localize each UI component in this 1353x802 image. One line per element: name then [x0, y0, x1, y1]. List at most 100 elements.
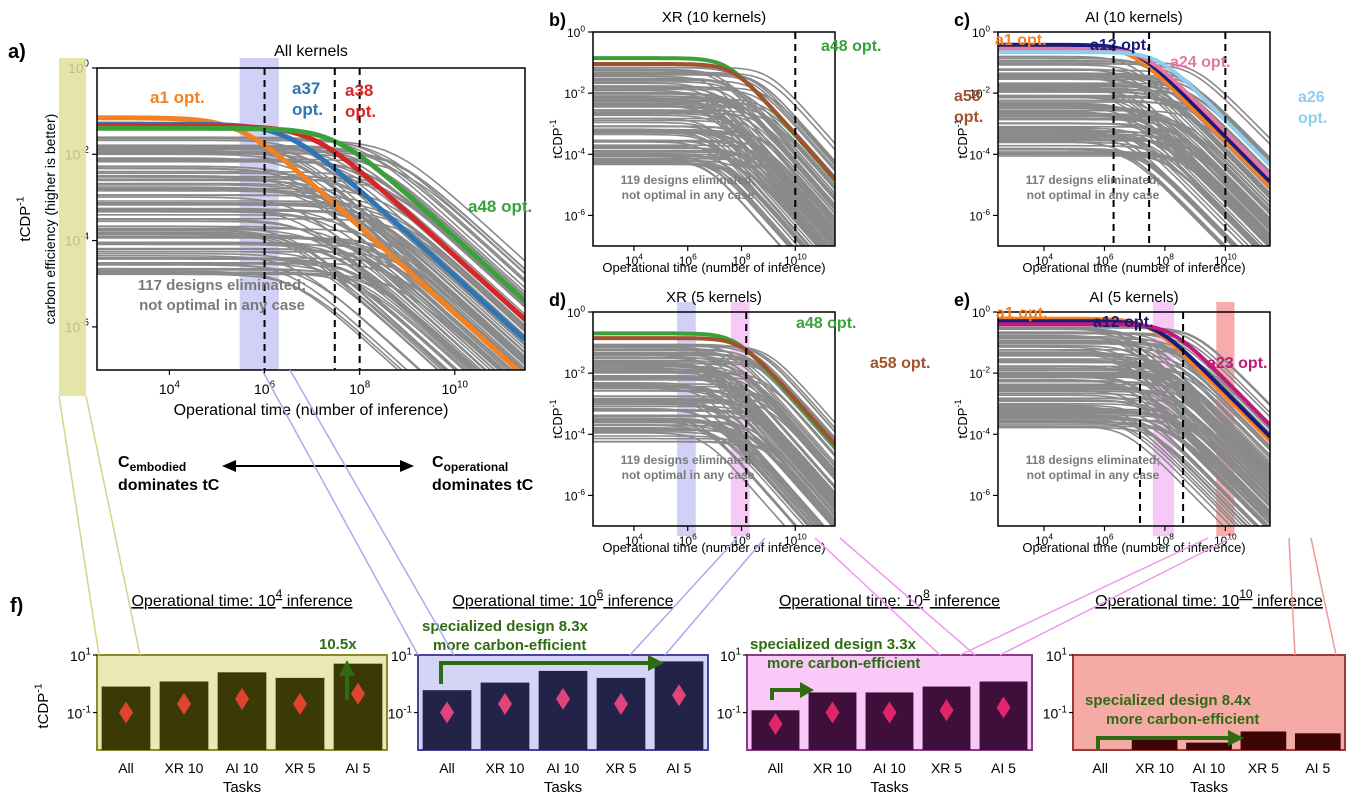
bar-ai5: [1294, 733, 1341, 750]
design-line: [97, 257, 447, 370]
panel-letter: b): [549, 10, 566, 30]
design-line: [97, 196, 488, 370]
design-line: [593, 78, 835, 198]
design-line: [593, 74, 835, 170]
y-tick-label: 100: [972, 24, 990, 40]
design-line: [593, 427, 806, 526]
design-curves: [593, 331, 835, 526]
panel-letter: a): [8, 41, 26, 63]
bar-ai5: [333, 663, 383, 750]
x-axis-label: Operational time (number of inference): [602, 260, 825, 275]
operational-label-line2: dominates tC: [432, 477, 534, 494]
category-label: AI 5: [346, 760, 371, 776]
design-line: [97, 186, 508, 370]
x-tick-label: 108: [732, 252, 750, 268]
design-line: [593, 405, 835, 502]
series-label: opt.: [1298, 110, 1327, 127]
y-tick-label: 10-4: [969, 426, 990, 442]
x-axis-label: Operational time (number of inference): [174, 402, 449, 419]
connector-line: [289, 369, 455, 656]
design-line: [593, 91, 835, 218]
y-tick-label: 10-6: [564, 207, 585, 223]
optimum-diamond: [235, 687, 249, 710]
series-label: a37: [292, 79, 320, 98]
y-tick-label: 101: [391, 647, 412, 664]
x-tick-label: 106: [679, 532, 697, 548]
y-tick-label: 10-6: [969, 487, 990, 503]
design-line: [97, 255, 421, 370]
series-label: a48 opt.: [821, 38, 881, 55]
y-tick-label: 100: [567, 304, 585, 320]
design-line: [998, 151, 1270, 243]
panel-title: All kernels: [274, 43, 348, 60]
design-line: [593, 361, 835, 510]
design-line: [97, 262, 409, 370]
series-line-a58opt: [593, 336, 835, 446]
design-line: [593, 403, 835, 526]
panel-letter: e): [954, 290, 970, 310]
arrow-head-right: [400, 460, 414, 472]
x-tick-label: 108: [1156, 252, 1174, 268]
design-line: [998, 409, 1270, 513]
improvement-label: more carbon-efficient: [1106, 711, 1259, 728]
improvement-label: more carbon-efficient: [433, 637, 586, 654]
category-label: XR 10: [165, 760, 204, 776]
y-tick-label: 10-1: [717, 704, 741, 721]
group-title: Operational time: 106 inference: [452, 587, 673, 610]
category-label: XR 10: [813, 760, 852, 776]
x-tick-label: 104: [159, 380, 181, 397]
design-line: [593, 92, 835, 207]
series-label: a38: [345, 81, 373, 100]
design-curves: [998, 316, 1270, 526]
panel-letter: d): [549, 290, 566, 310]
y-tick-label: 10-6: [564, 487, 585, 503]
operational-label: Coperational: [432, 454, 508, 474]
optimum-diamond: [768, 713, 783, 736]
design-line: [97, 250, 457, 370]
optimum-diamond: [939, 699, 954, 722]
design-line: [998, 149, 1238, 246]
design-line: [97, 271, 478, 370]
design-line: [97, 158, 525, 275]
improvement-label: 10.5x: [319, 636, 357, 653]
design-line: [97, 194, 525, 350]
design-line: [998, 372, 1270, 479]
series-label: a1 opt.: [995, 32, 1047, 49]
series-label: a48 opt.: [796, 315, 856, 332]
series-label: opt.: [954, 109, 983, 126]
embodied-label-line2: dominates tC: [118, 477, 220, 494]
plot-frame: [592, 31, 836, 247]
x-tick-label: 106: [1095, 532, 1113, 548]
bar-group-0: Operational time: 104 inference All XR 10 A…: [67, 587, 388, 796]
optimum-diamond: [177, 692, 191, 715]
design-line: [593, 128, 835, 233]
design-line: [998, 87, 1270, 196]
design-line: [998, 361, 1270, 467]
design-line: [998, 127, 1262, 246]
connector-line: [85, 395, 141, 656]
design-line: [97, 233, 487, 370]
x-tick-label: 106: [1095, 252, 1113, 268]
optimum-diamond: [498, 692, 512, 715]
category-label: AI 10: [1193, 760, 1226, 776]
bar-xr5: [1240, 731, 1287, 750]
y-tick-label: 10-4: [564, 146, 585, 162]
design-line: [97, 229, 449, 370]
design-line: [593, 429, 835, 522]
bar-ai10: [538, 670, 588, 750]
y-axis-label: tCDP-1: [548, 119, 565, 158]
design-line: [998, 365, 1270, 457]
design-line: [593, 362, 835, 441]
series-label: a58: [954, 88, 981, 105]
design-line: [97, 209, 492, 370]
design-line: [998, 414, 1270, 506]
design-line: [998, 338, 1270, 434]
category-label: XR 5: [284, 760, 315, 776]
design-line: [593, 353, 835, 451]
y-tick-label: 100: [972, 304, 990, 320]
improvement-label: more carbon-efficient: [767, 655, 920, 672]
x-tick-label: 104: [1035, 252, 1053, 268]
plot-frame: [997, 311, 1271, 527]
improvement-arrow: [439, 661, 648, 684]
category-label: AI 5: [1305, 760, 1330, 776]
